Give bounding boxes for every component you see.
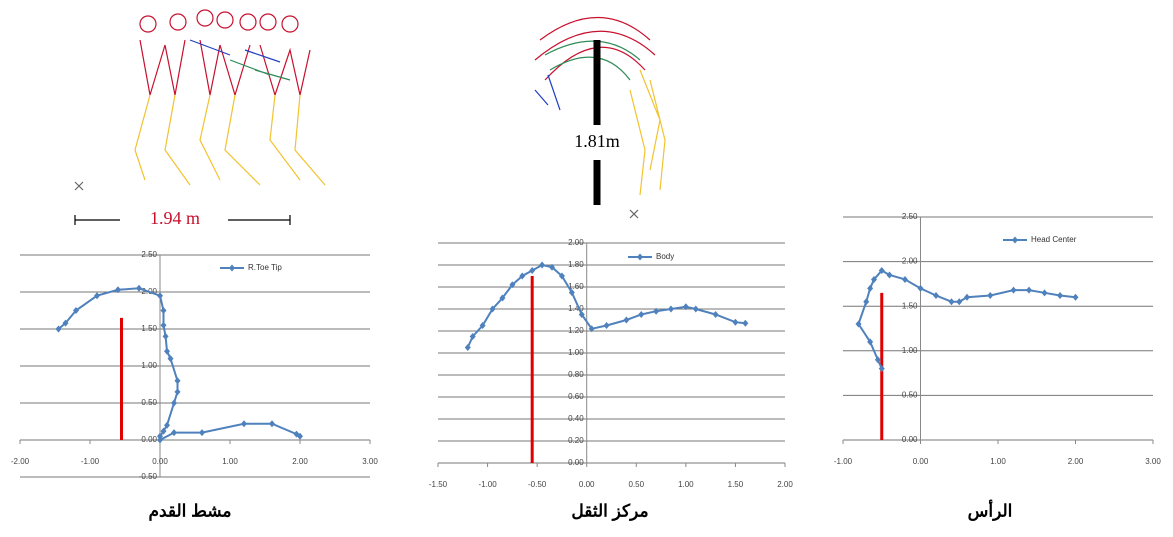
point: [987, 292, 993, 299]
point: [956, 298, 962, 305]
x-tick-label: -0.50: [528, 480, 547, 489]
point: [163, 333, 169, 340]
point: [887, 271, 893, 278]
point: [933, 292, 939, 299]
point: [638, 311, 644, 318]
stick-figures-left: [75, 10, 325, 225]
x-tick-label: -1.00: [834, 457, 853, 466]
y-tick-label: 0.40: [568, 414, 584, 423]
point: [1057, 292, 1063, 299]
y-tick-label: 2.50: [141, 250, 157, 259]
y-tick-label: 2.50: [902, 212, 918, 221]
y-tick-label: 1.50: [141, 324, 157, 333]
y-tick-label: 1.50: [902, 301, 918, 310]
x-tick-label: 0.00: [913, 457, 929, 466]
point: [693, 306, 699, 313]
series-line: [59, 288, 301, 440]
y-tick-label: 1.00: [141, 361, 157, 370]
point: [918, 285, 924, 292]
point: [964, 294, 970, 301]
x-tick-label: 3.00: [1145, 457, 1161, 466]
point: [1011, 287, 1017, 294]
y-tick-label: 1.00: [902, 346, 918, 355]
y-tick-label: 1.00: [568, 348, 584, 357]
series-line: [468, 265, 746, 348]
point: [713, 311, 719, 318]
annotation: 1.94 m: [150, 208, 200, 228]
x-tick-label: -1.00: [478, 480, 497, 489]
legend-label: Body: [656, 252, 674, 261]
point: [1073, 294, 1079, 301]
y-tick-label: 2.00: [568, 238, 584, 247]
x-tick-label: -1.00: [81, 457, 100, 466]
x-tick-label: 1.00: [222, 457, 238, 466]
x-tick-label: -1.50: [429, 480, 448, 489]
point: [175, 388, 181, 395]
x-tick-label: 2.00: [777, 480, 793, 489]
y-tick-label: 0.50: [902, 391, 918, 400]
y-tick-label: 0.50: [141, 398, 157, 407]
x-tick-label: 3.00: [362, 457, 378, 466]
legend-marker: [637, 254, 643, 261]
y-tick-label: 0.60: [568, 392, 584, 401]
point: [623, 317, 629, 324]
x-tick-label: 1.00: [990, 457, 1006, 466]
point: [161, 322, 167, 329]
point: [863, 298, 869, 305]
figure: -0.50 0.00 0.50 1.00 1.50 2.00 2.50 -2.00 -1.00 0…: [0, 0, 1173, 532]
point: [668, 306, 674, 313]
legend-label: R.Toe Tip: [248, 263, 282, 272]
x-tick-label: 0.50: [628, 480, 644, 489]
point: [241, 420, 247, 427]
point: [171, 429, 177, 436]
y-tick-label: 1.20: [568, 326, 584, 335]
annotation: 1.81m: [574, 131, 620, 151]
stick-figures-middle: [535, 18, 665, 219]
x-tick-label: 0.00: [579, 480, 595, 489]
y-tick-label: -0.50: [139, 472, 158, 481]
point: [161, 307, 167, 314]
series-line: [859, 271, 1076, 369]
point: [539, 262, 545, 269]
x-tick-label: 2.00: [292, 457, 308, 466]
y-tick-label: 2.00: [902, 257, 918, 266]
point: [269, 420, 275, 427]
point: [732, 319, 738, 326]
y-tick-label: 0.20: [568, 436, 584, 445]
point: [171, 400, 177, 407]
point: [604, 322, 610, 329]
point: [157, 292, 163, 299]
legend-marker: [229, 265, 235, 272]
point: [529, 267, 535, 274]
caption: الرأس: [968, 498, 1013, 521]
x-tick-label: 1.50: [728, 480, 744, 489]
y-tick-label: 0.00: [568, 458, 584, 467]
legend-marker: [1012, 237, 1018, 244]
point: [157, 437, 163, 444]
x-tick-label: 2.00: [1068, 457, 1084, 466]
y-tick-label: 1.80: [568, 260, 584, 269]
caption: مركز الثقل: [571, 501, 648, 521]
y-tick-label: 0.80: [568, 370, 584, 379]
y-tick-label: 0.00: [902, 435, 918, 444]
point: [1042, 289, 1048, 296]
x-tick-label: 1.00: [678, 480, 694, 489]
y-tick-label: 0.00: [141, 435, 157, 444]
point: [1026, 287, 1032, 294]
x-tick-label: -2.00: [11, 457, 30, 466]
point: [175, 377, 181, 384]
point: [949, 298, 955, 305]
legend-label: Head Center: [1031, 235, 1077, 244]
x-tick-label: 0.00: [152, 457, 168, 466]
point: [199, 429, 205, 436]
caption: مشط القدم: [148, 501, 231, 521]
point: [742, 320, 748, 327]
point: [902, 276, 908, 283]
